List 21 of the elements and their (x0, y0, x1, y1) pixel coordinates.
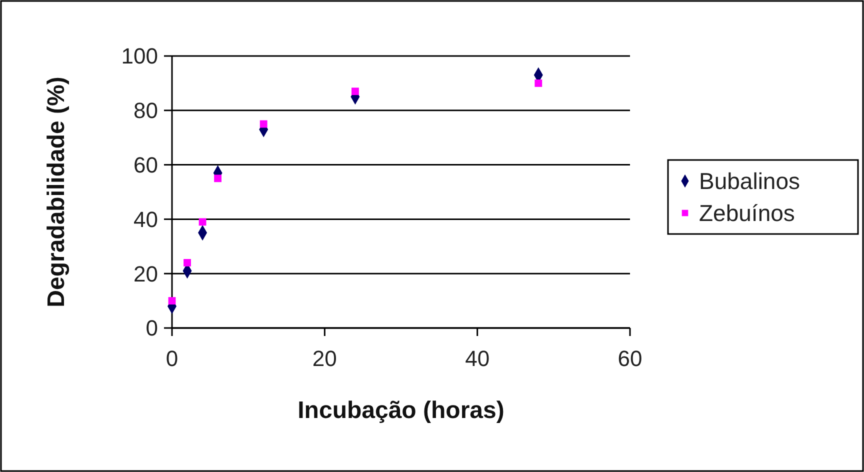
x-tick-label: 40 (465, 346, 490, 371)
y-tick-label: 40 (134, 206, 158, 232)
point (214, 174, 222, 182)
y-tick-label: 60 (134, 152, 158, 178)
point (260, 120, 268, 128)
y-tick-label: 20 (134, 261, 158, 286)
y-axis-title: Degradabilidade (%) (43, 76, 70, 308)
legend-label: Zebuínos (699, 200, 795, 226)
point (351, 88, 359, 96)
x-axis-title: Incubação (horas) (298, 397, 504, 424)
point (534, 79, 542, 87)
point (168, 297, 176, 305)
y-tick-label: 100 (121, 44, 158, 69)
x-tick-label: 60 (618, 346, 642, 371)
x-tick-label: 0 (166, 346, 178, 371)
x-tick-label: 20 (312, 346, 337, 371)
point (184, 259, 191, 266)
y-tick-label: 0 (146, 316, 158, 341)
legend-label: Bubalinos (699, 168, 800, 194)
point (198, 218, 206, 226)
y-tick-label: 80 (134, 98, 158, 124)
